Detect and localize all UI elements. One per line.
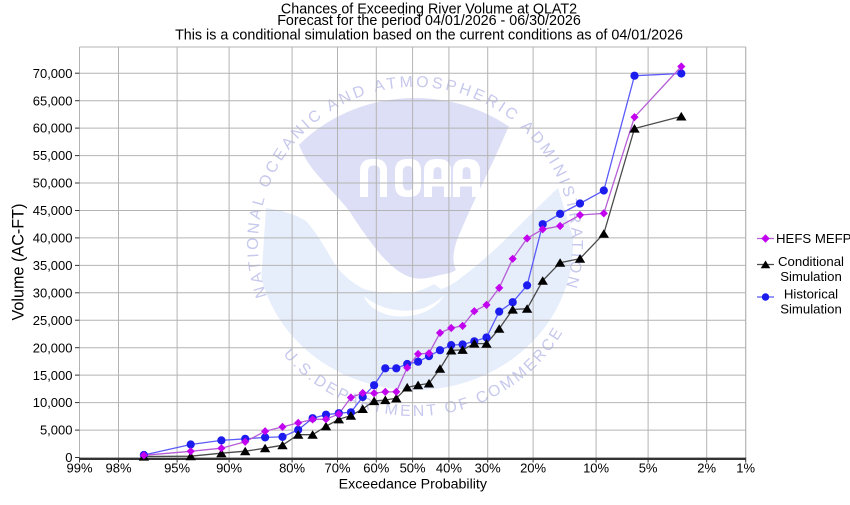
svg-text:15,000: 15,000 [33, 368, 73, 383]
svg-text:Conditional: Conditional [778, 254, 844, 269]
svg-text:60,000: 60,000 [33, 121, 73, 136]
svg-text:Simulation: Simulation [780, 302, 842, 317]
svg-text:45,000: 45,000 [33, 203, 73, 218]
svg-text:25,000: 25,000 [33, 313, 73, 328]
svg-text:Volume (AC-FT): Volume (AC-FT) [10, 204, 28, 321]
svg-text:70,000: 70,000 [33, 66, 73, 81]
svg-text:40%: 40% [436, 461, 462, 476]
svg-text:40,000: 40,000 [33, 231, 73, 246]
svg-text:Historical: Historical [784, 287, 838, 302]
svg-text:HEFS MEFP: HEFS MEFP [776, 231, 850, 246]
svg-text:5,000: 5,000 [40, 423, 73, 438]
svg-text:1%: 1% [736, 461, 755, 476]
svg-text:2%: 2% [697, 461, 716, 476]
svg-text:20,000: 20,000 [33, 340, 73, 355]
svg-text:80%: 80% [279, 461, 305, 476]
svg-text:Forecast for the period 04/01/: Forecast for the period 04/01/2026 - 06/… [277, 13, 581, 29]
svg-text:Simulation: Simulation [780, 269, 842, 284]
svg-text:65,000: 65,000 [33, 93, 73, 108]
svg-text:99%: 99% [66, 461, 92, 476]
svg-text:Exceedance Probability: Exceedance Probability [339, 477, 488, 493]
svg-text:90%: 90% [216, 461, 242, 476]
svg-text:50%: 50% [400, 461, 426, 476]
svg-text:10%: 10% [583, 461, 609, 476]
svg-text:0: 0 [65, 450, 72, 465]
svg-text:Chances of Exceeding River Vol: Chances of Exceeding River Volume at QLA… [281, 2, 577, 18]
svg-text:60%: 60% [363, 461, 389, 476]
svg-text:5%: 5% [639, 461, 658, 476]
svg-text:35,000: 35,000 [33, 258, 73, 273]
svg-text:30,000: 30,000 [33, 285, 73, 300]
svg-text:This is a conditional simulati: This is a conditional simulation based o… [175, 27, 683, 43]
svg-text:55,000: 55,000 [33, 148, 73, 163]
svg-text:70%: 70% [324, 461, 350, 476]
svg-text:10,000: 10,000 [33, 395, 73, 410]
svg-text:95%: 95% [164, 461, 190, 476]
svg-text:50,000: 50,000 [33, 176, 73, 191]
svg-text:98%: 98% [105, 461, 131, 476]
svg-text:20%: 20% [520, 461, 546, 476]
svg-text:30%: 30% [475, 461, 501, 476]
